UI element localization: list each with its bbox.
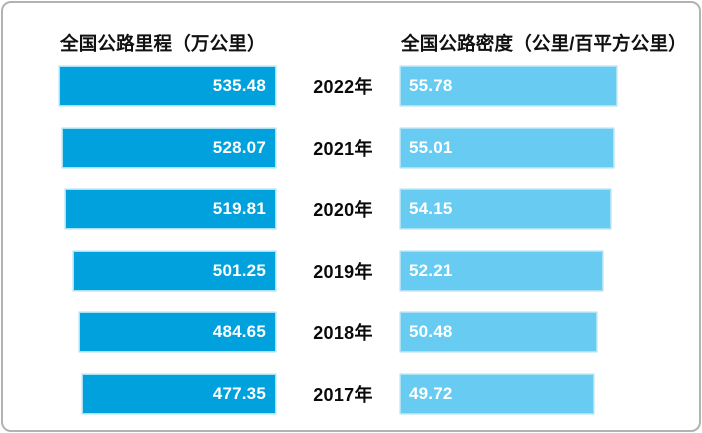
year-label: 2020年 <box>313 200 373 220</box>
chart-rows: 535.48 2022年 55.78 528.07 2021年 55.01 519.81 20… <box>60 67 699 413</box>
density-bar-cell: 55.78 <box>401 67 648 105</box>
mileage-value-label: 484.65 <box>212 322 266 341</box>
density-bar-cell: 55.01 <box>401 128 648 167</box>
mileage-value-label: 535.48 <box>212 76 266 95</box>
chart-row: 535.48 2022年 55.78 <box>60 67 699 105</box>
year-label: 2022年 <box>313 77 373 97</box>
mileage-bar-cell: 477.35 <box>60 374 275 413</box>
density-chart-title: 全国公路密度（公里/百平方公里） <box>401 33 687 54</box>
mileage-bar-cell: 484.65 <box>60 313 275 351</box>
density-value-label: 55.78 <box>409 76 453 95</box>
density-bar: 55.78 <box>401 67 616 105</box>
density-bar: 55.01 <box>401 128 613 167</box>
chart-row: 477.35 2017年 49.72 <box>60 374 699 413</box>
density-bar: 49.72 <box>401 374 593 413</box>
chart-row: 528.07 2021年 55.01 <box>60 128 699 167</box>
chart-row: 519.81 2020年 54.15 <box>60 190 699 228</box>
density-value-label: 54.15 <box>409 199 453 218</box>
mileage-value-label: 519.81 <box>212 199 266 218</box>
density-bar: 50.48 <box>401 313 596 351</box>
year-label: 2018年 <box>313 323 373 343</box>
density-bar-cell: 54.15 <box>401 190 648 228</box>
chart-row: 501.25 2019年 52.21 <box>60 251 699 290</box>
mileage-bar: 535.48 <box>60 67 275 105</box>
mileage-bar: 528.07 <box>63 128 275 167</box>
mileage-bar-cell: 519.81 <box>60 190 275 228</box>
mileage-bar-cell: 535.48 <box>60 67 275 105</box>
density-value-label: 50.48 <box>409 322 453 341</box>
density-value-label: 49.72 <box>409 383 453 403</box>
density-bar: 52.21 <box>401 251 603 290</box>
mileage-bar: 477.35 <box>83 374 275 413</box>
chart-row: 484.65 2018年 50.48 <box>60 313 699 351</box>
mileage-chart-title: 全国公路里程（万公里） <box>60 33 266 54</box>
mileage-value-label: 501.25 <box>212 260 266 280</box>
year-label: 2019年 <box>313 261 373 282</box>
year-label: 2021年 <box>313 138 373 159</box>
density-bar-cell: 50.48 <box>401 313 648 351</box>
mileage-bar: 484.65 <box>80 313 275 351</box>
mileage-bar: 519.81 <box>66 190 275 228</box>
density-value-label: 52.21 <box>409 260 453 280</box>
year-label: 2017年 <box>313 384 373 405</box>
density-bar: 54.15 <box>401 190 610 228</box>
mileage-bar: 501.25 <box>73 251 275 290</box>
density-value-label: 55.01 <box>409 137 453 157</box>
mileage-bar-cell: 528.07 <box>60 128 275 167</box>
mileage-bar-cell: 501.25 <box>60 251 275 290</box>
mileage-value-label: 528.07 <box>212 137 266 157</box>
mileage-value-label: 477.35 <box>212 383 266 403</box>
density-bar-cell: 49.72 <box>401 374 648 413</box>
density-bar-cell: 52.21 <box>401 251 648 290</box>
